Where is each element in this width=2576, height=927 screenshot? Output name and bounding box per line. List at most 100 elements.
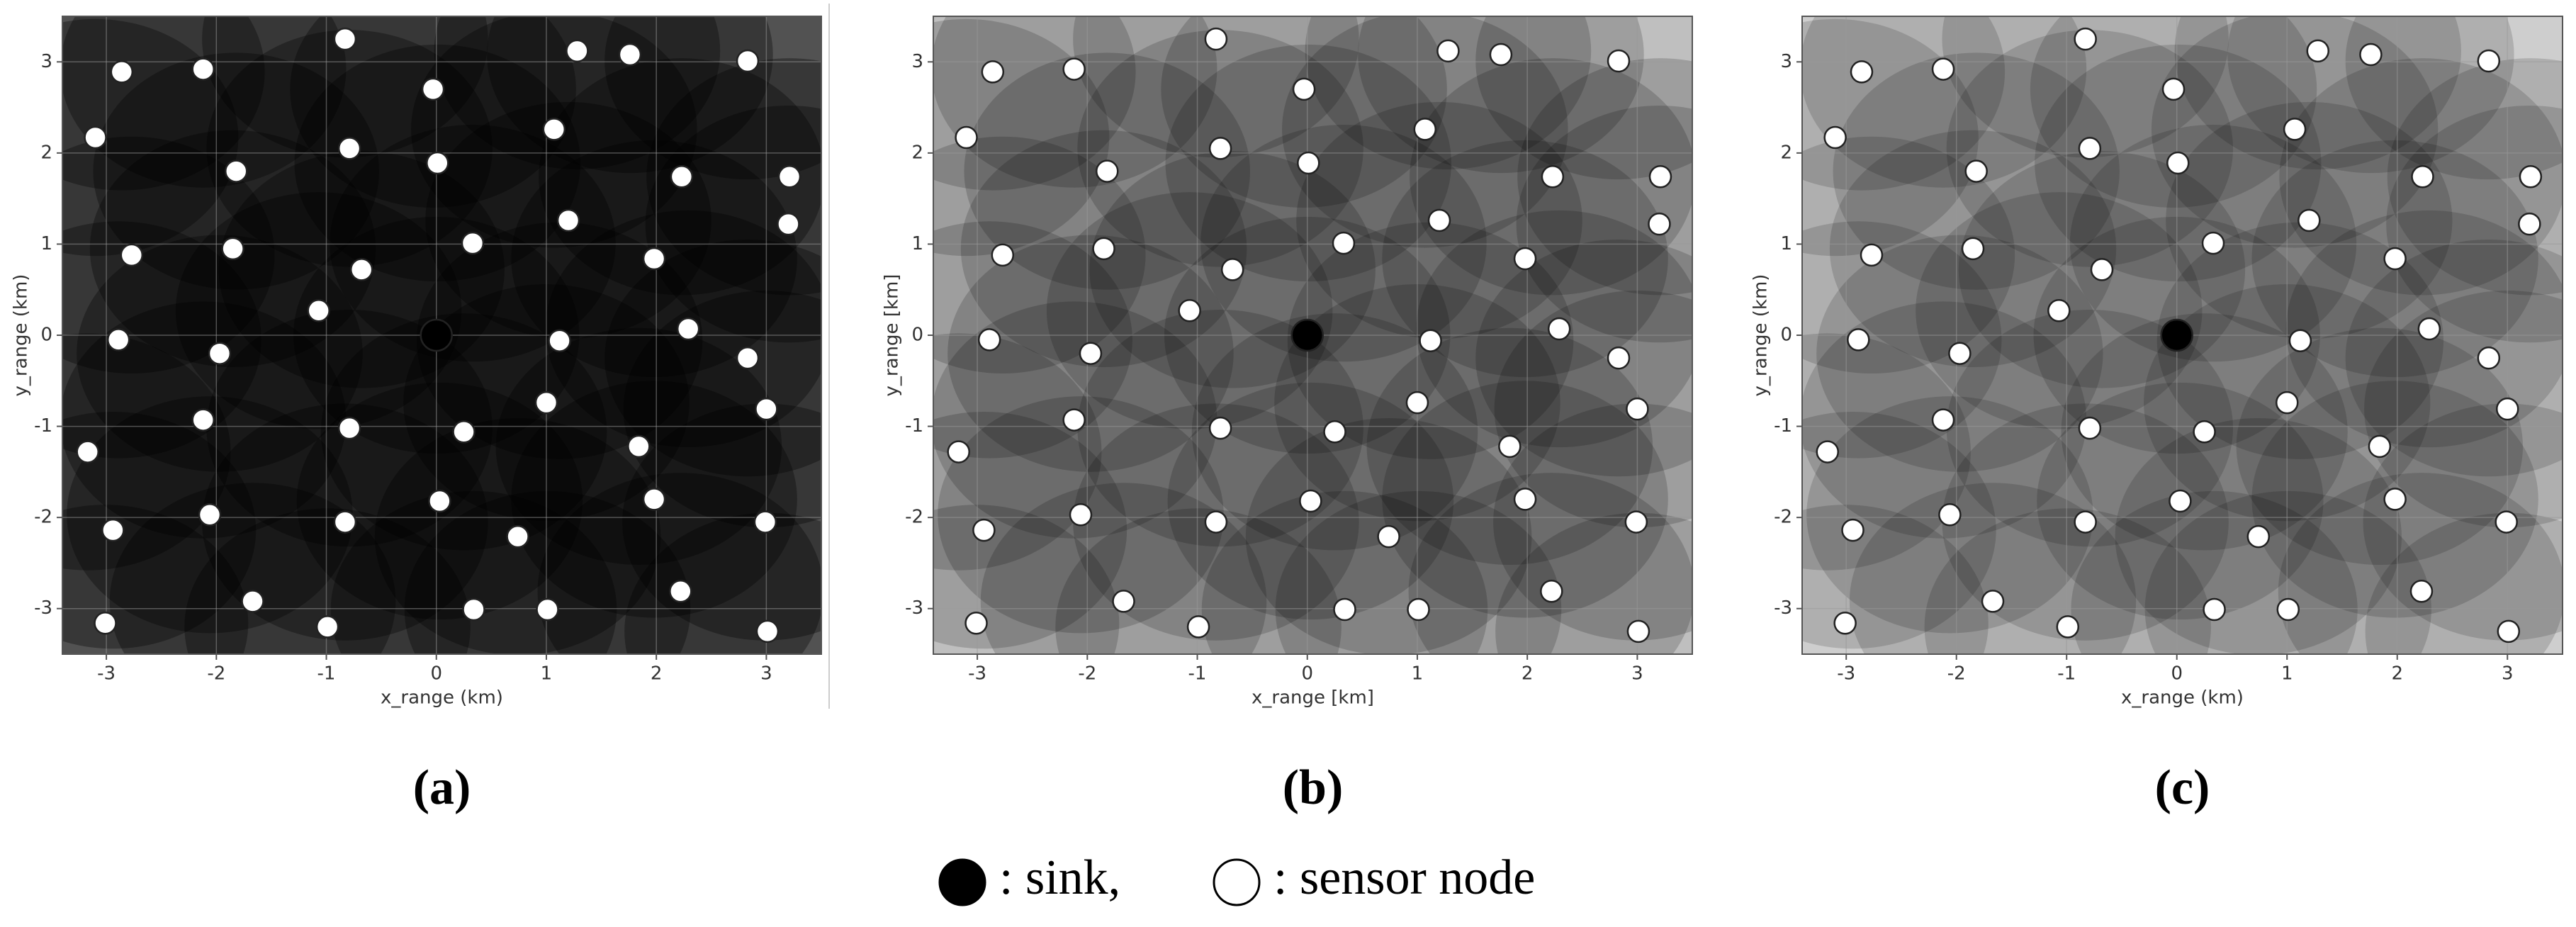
x-tick-label: 2 [2391, 663, 2403, 685]
sensor-node [1204, 27, 1228, 51]
panel: -3 -2 -1 0 1 2 3 -3 -2 -1 0 1 2 3 x_range [km] y_range … [882, 16, 1693, 815]
sensor-node [669, 580, 692, 603]
coverage-area [2363, 403, 2563, 641]
sensor-node [991, 243, 1015, 267]
x-axis-label: x_range [km] [1252, 687, 1374, 709]
x-tick-label: -1 [1188, 663, 1207, 685]
sensor-node [84, 125, 107, 150]
y-tick-label: -2 [34, 507, 52, 528]
x-tick-label: -2 [207, 663, 225, 685]
coverage-area [1475, 16, 1692, 180]
coverage-area [933, 412, 1127, 649]
sensor-node [2359, 43, 2383, 67]
coverage-area [109, 483, 396, 654]
coverage-area [933, 136, 1146, 373]
coverage-area [933, 333, 1102, 571]
y-tick-label: -3 [1774, 597, 1792, 619]
sensor-node [1513, 488, 1537, 511]
sink-node [1290, 318, 1324, 352]
sensor-node [1112, 590, 1135, 613]
coverage-layer [62, 16, 821, 654]
sensor-node [548, 329, 571, 352]
y-tick-label: 3 [40, 51, 52, 72]
sensor-node [1377, 524, 1400, 549]
sensor-node [2495, 510, 2518, 534]
sensor-node [1624, 510, 1648, 534]
sensor-node [1178, 299, 1201, 322]
sensor-node [955, 125, 978, 150]
sensor-node [1292, 77, 1316, 101]
x-tick-label: 3 [1631, 663, 1643, 685]
panel: -3 -2 -1 0 1 2 3 -3 -2 -1 0 1 2 3 x_range (km) y_range … [11, 16, 822, 815]
coverage-area [980, 483, 1267, 654]
y-tick-label: 3 [911, 51, 923, 72]
sensor-node [542, 118, 566, 141]
coverage-area [622, 403, 821, 641]
sensor-node [1297, 151, 1320, 175]
sensor-node [120, 243, 144, 267]
x-tick-label: -3 [97, 663, 116, 685]
sensor-node [642, 488, 666, 511]
coverage-layer [1802, 16, 2563, 654]
sensor-node [1648, 165, 1672, 189]
sink-node [2160, 318, 2193, 352]
sensor-node [1931, 408, 1955, 432]
sensor-node [1204, 510, 1228, 534]
y-axis-label: y_range (km) [1750, 274, 1772, 397]
sensor-node [337, 416, 361, 440]
sensor-node [736, 346, 760, 370]
sensor-node [428, 489, 451, 513]
sensor-node [1427, 208, 1451, 232]
sensor-node [2297, 208, 2321, 232]
sensor-node [2306, 39, 2330, 63]
sensor-node [2519, 165, 2543, 189]
sensor-node [106, 328, 130, 352]
x-tick-label: -2 [1947, 663, 1966, 685]
sensor-node [1062, 408, 1086, 432]
sensor-node [1833, 612, 1857, 635]
coverage-area [1802, 16, 2006, 191]
coverage-area [1802, 221, 2002, 459]
sensor-node [1436, 39, 1460, 63]
sensor-node [1816, 440, 1840, 464]
sensor-node [1964, 159, 1988, 183]
sensor-node [2409, 580, 2434, 603]
coverage-area [434, 16, 721, 169]
sensor-node [1323, 420, 1346, 444]
panel: -3 -2 -1 0 1 2 3 -3 -2 -1 0 1 2 3 x_range (km) y_range … [1750, 16, 2563, 815]
sensor-node [2276, 597, 2300, 622]
sensor-node [1413, 118, 1437, 141]
sensor-node [315, 615, 339, 639]
sensor-node [1847, 328, 1870, 352]
sensor-node [947, 440, 970, 464]
panel-label: (c) [2155, 760, 2210, 815]
y-tick-label: 0 [911, 325, 923, 346]
sensor-node [1069, 503, 1093, 527]
y-axis-label: y_range [km] [882, 274, 903, 397]
coverage-area [184, 508, 471, 654]
y-tick-label: 1 [911, 233, 923, 254]
coverage-area [62, 16, 265, 191]
sensor-node [2074, 27, 2097, 51]
sensor-node [426, 151, 449, 175]
sensor-node [2166, 151, 2190, 175]
sensor-node [2203, 597, 2226, 622]
sensor-node [2477, 49, 2501, 73]
coverage-area [1517, 58, 1692, 296]
x-tick-label: 1 [2281, 663, 2293, 685]
sensor-node [191, 408, 215, 432]
coverage-area [1924, 508, 2211, 654]
legend: : sink,: sensor node [938, 850, 1535, 906]
panel-label: (b) [1283, 760, 1344, 815]
legend-label: : sensor node [1273, 850, 1535, 905]
sensor-node [777, 165, 802, 189]
sensor-node [461, 231, 485, 255]
sensor-node [94, 612, 117, 635]
x-tick-label: -3 [968, 663, 986, 685]
sensor-node [2518, 212, 2541, 236]
sensor-node [1079, 342, 1103, 365]
y-tick-label: 0 [1780, 325, 1792, 346]
sensor-node [627, 434, 651, 459]
coverage-area [62, 136, 275, 373]
